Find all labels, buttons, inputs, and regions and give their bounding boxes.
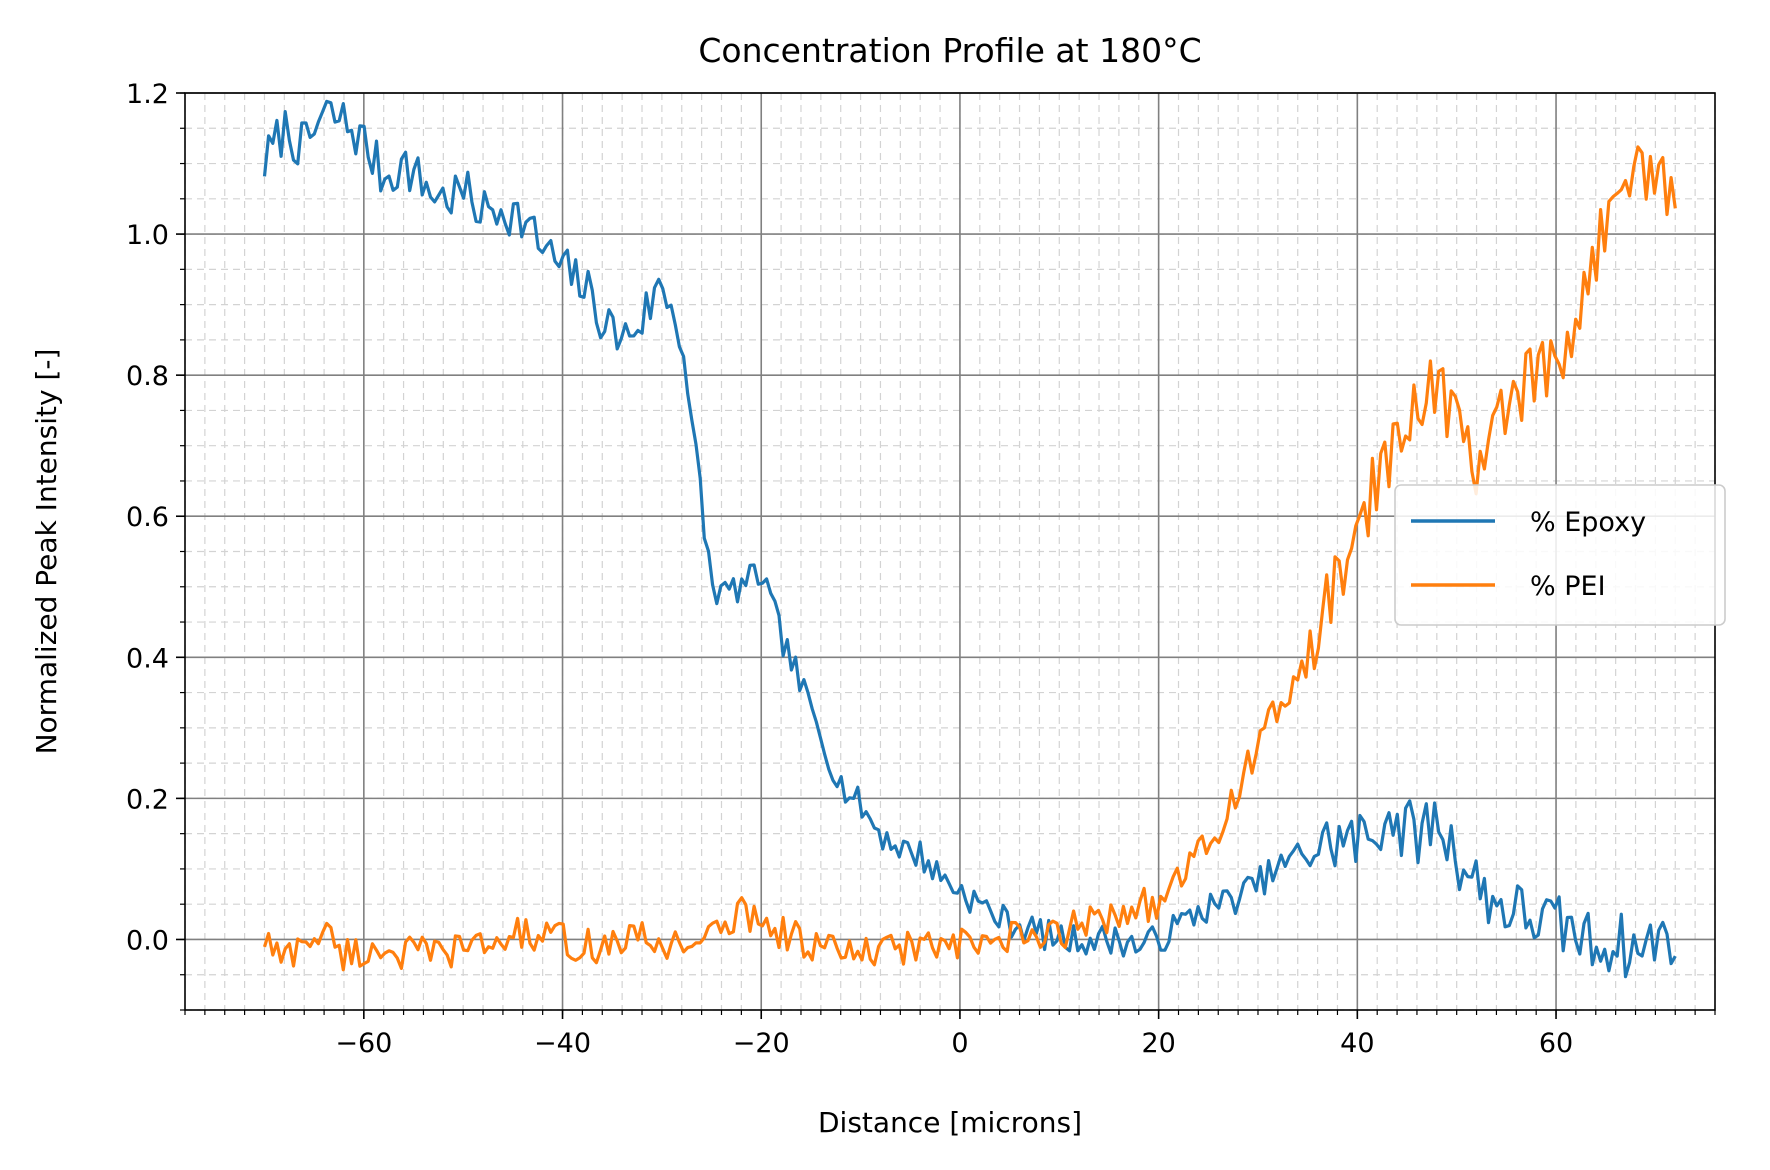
x-tick-label: −40 [534,1028,591,1059]
y-tick-label: 0.0 [126,925,169,956]
y-tick-label: 1.2 [126,79,169,110]
y-tick-label: 0.8 [126,361,169,392]
legend-entry-label: % PEI [1530,571,1606,602]
series-line-epoxy [262,99,1677,979]
y-tick-label: 0.4 [126,643,169,674]
y-axis-label: Normalized Peak Intensity [-] [30,349,63,755]
chart-title: Concentration Profile at 180°C [698,31,1201,70]
legend: % Epoxy % PEI [1394,484,1726,626]
x-tick-label: 0 [951,1028,968,1059]
series-line-pei [262,145,1677,972]
x-tick-label: 40 [1340,1028,1374,1059]
y-tick-label: 0.2 [126,784,169,815]
y-tick-label: 0.6 [126,502,169,533]
y-tick-label: 1.0 [126,220,169,251]
legend-entry-label: % Epoxy [1530,507,1646,538]
legend-box [1394,484,1726,626]
plot-lines [262,99,1677,979]
x-axis-label: Distance [microns] [818,1106,1082,1139]
axis-ticks: −60 −40 −20 0 20 40 60 0.0 0.2 0.4 0.6 0.8 1.0 1.2 [126,79,1716,1059]
x-tick-label: 60 [1539,1028,1573,1059]
x-tick-label: 20 [1141,1028,1175,1059]
x-tick-label: −20 [733,1028,790,1059]
x-tick-label: −60 [335,1028,392,1059]
